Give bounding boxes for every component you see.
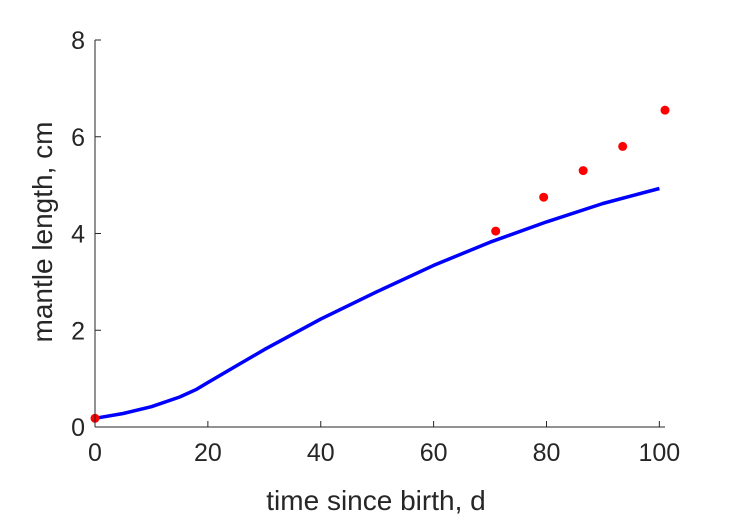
data-point [618, 141, 628, 151]
x-tick-label: 80 [533, 439, 561, 467]
y-tick-label: 8 [71, 27, 85, 55]
data-point [539, 192, 549, 202]
y-tick-label: 6 [71, 124, 85, 152]
model-curve-line [94, 186, 660, 421]
x-tick-label: 0 [88, 439, 102, 467]
data-point [491, 226, 501, 236]
y-tick-label: 0 [71, 414, 85, 442]
axes: 0 20 40 60 80 100 0 2 4 6 8 [71, 27, 680, 467]
y-axis-label: mantle length, cm [27, 122, 58, 343]
x-tick-label: 60 [420, 439, 448, 467]
x-tick-label: 100 [638, 439, 680, 467]
x-tick-label: 20 [194, 439, 222, 467]
y-tick-label: 2 [71, 317, 85, 345]
x-axis-label: time since birth, d [266, 485, 485, 516]
x-axis-ticks: 0 20 40 60 80 100 [88, 421, 680, 467]
y-axis-ticks: 0 2 4 6 8 [71, 27, 101, 442]
data-point [578, 166, 588, 176]
data-point [660, 105, 670, 115]
x-tick-label: 40 [307, 439, 335, 467]
plot-area [90, 105, 670, 423]
y-tick-label: 4 [71, 221, 85, 249]
